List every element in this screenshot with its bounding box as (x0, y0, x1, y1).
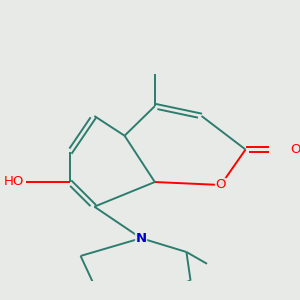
Text: HO: HO (4, 175, 24, 188)
Text: O: O (290, 143, 300, 156)
Text: N: N (136, 232, 147, 245)
Text: O: O (215, 178, 226, 191)
